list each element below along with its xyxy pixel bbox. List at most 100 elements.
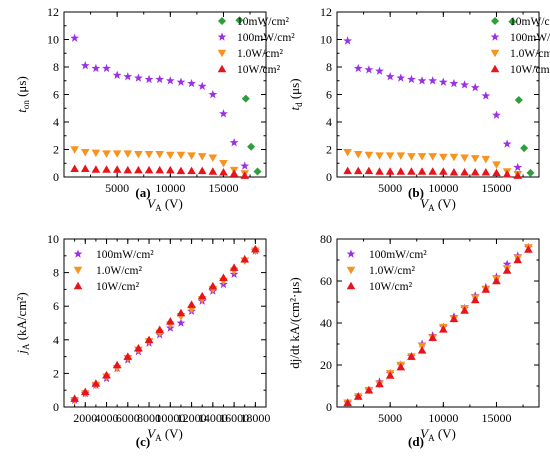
legend-label: 10mW/cm² — [510, 16, 550, 28]
x-tick-label: 6000 — [116, 411, 140, 425]
data-point — [481, 155, 491, 164]
x-tick-label: 10000 — [155, 181, 185, 195]
y-tick-label: 2 — [53, 143, 59, 157]
data-point — [385, 152, 395, 160]
series-2 — [343, 245, 533, 407]
data-point — [91, 379, 101, 387]
data-point — [449, 153, 459, 162]
legend-marker — [346, 266, 356, 275]
data-point — [80, 148, 90, 157]
x-tick-label: 15000 — [481, 181, 511, 195]
data-point — [449, 314, 459, 323]
series-1 — [70, 33, 250, 170]
data-point — [492, 276, 501, 285]
data-point — [197, 153, 207, 161]
data-point — [187, 152, 196, 160]
data-point — [385, 371, 395, 379]
data-point — [144, 165, 154, 174]
data-point — [364, 166, 374, 175]
y-tick-label: 6 — [326, 88, 332, 102]
data-point — [343, 398, 352, 407]
data-point — [375, 152, 384, 160]
data-point — [492, 110, 501, 119]
y-tick-label: 0 — [53, 170, 59, 184]
data-point — [70, 33, 80, 42]
series-3 — [343, 166, 523, 179]
data-point — [80, 61, 90, 70]
x-tick-label: 5000 — [105, 181, 129, 195]
data-point — [481, 167, 491, 176]
panel-caption: (c) — [136, 434, 150, 449]
data-point — [176, 77, 186, 86]
y-tick-label: 8 — [53, 60, 59, 74]
x-tick-label: 18000 — [240, 411, 270, 425]
data-point — [112, 150, 122, 158]
data-point — [417, 76, 427, 85]
data-point — [70, 164, 79, 173]
data-point — [428, 76, 438, 85]
y-tick-label: 12 — [320, 5, 332, 19]
data-point — [240, 161, 250, 170]
data-point — [460, 306, 469, 314]
data-point — [208, 281, 218, 290]
legend-label: 100mW/cm² — [96, 249, 154, 261]
data-point — [80, 387, 90, 396]
x-tick-label: 2000 — [73, 411, 97, 425]
legend-marker — [490, 32, 500, 41]
data-point — [375, 66, 384, 75]
data-point — [460, 80, 469, 89]
data-point — [460, 167, 469, 176]
x-tick-label: 10000 — [428, 181, 458, 195]
data-point — [102, 165, 111, 173]
legend-label: 1.0W/cm² — [369, 265, 415, 277]
y-tick-label: 4 — [53, 115, 59, 129]
data-point — [407, 74, 416, 84]
y-tick-label: 4 — [53, 333, 59, 347]
series-2 — [70, 244, 260, 402]
data-point — [91, 149, 101, 158]
data-point — [470, 83, 480, 92]
legend-label: 100mW/cm² — [369, 249, 427, 261]
data-point — [229, 138, 239, 147]
data-point — [123, 72, 133, 81]
y-axis-label: td (μs) — [287, 78, 304, 110]
data-point — [513, 171, 523, 179]
legend-label: 10W/cm² — [369, 281, 413, 293]
data-point — [187, 78, 196, 88]
data-point — [364, 65, 374, 74]
data-point — [219, 159, 228, 168]
data-point — [166, 317, 175, 325]
y-tick-label: 0 — [326, 170, 332, 184]
data-point — [208, 167, 218, 175]
data-point — [396, 167, 406, 175]
data-point — [492, 161, 501, 169]
y-tick-label: 40 — [320, 316, 332, 330]
data-point — [470, 295, 480, 304]
legend-label: 10W/cm² — [237, 64, 281, 76]
data-point — [343, 148, 352, 157]
data-point — [396, 362, 406, 371]
data-point — [343, 166, 352, 175]
data-point — [123, 150, 133, 158]
data-point — [229, 169, 239, 177]
y-tick-label: 2 — [326, 143, 332, 157]
data-point — [235, 16, 244, 25]
y-tick-label: 10 — [47, 232, 59, 246]
data-point — [502, 259, 512, 268]
data-point — [155, 74, 165, 84]
data-point — [219, 167, 228, 176]
y-tick-label: 20 — [320, 358, 332, 372]
data-point — [91, 165, 101, 173]
data-point — [502, 170, 512, 178]
panel-caption: (b) — [408, 185, 424, 200]
data-point — [240, 171, 250, 179]
panel-b: 5000 10000 15000 0 2 4 6 8 10 12 VA (V) td (μs) 10mW… — [287, 5, 550, 213]
data-point — [439, 167, 448, 175]
data-point — [251, 244, 260, 253]
data-point — [70, 394, 79, 402]
series-3 — [70, 164, 250, 179]
plot-frame — [63, 238, 267, 408]
x-tick-label: 14000 — [198, 411, 228, 425]
legend-label: 1.0W/cm² — [510, 48, 550, 60]
data-point — [385, 72, 395, 81]
